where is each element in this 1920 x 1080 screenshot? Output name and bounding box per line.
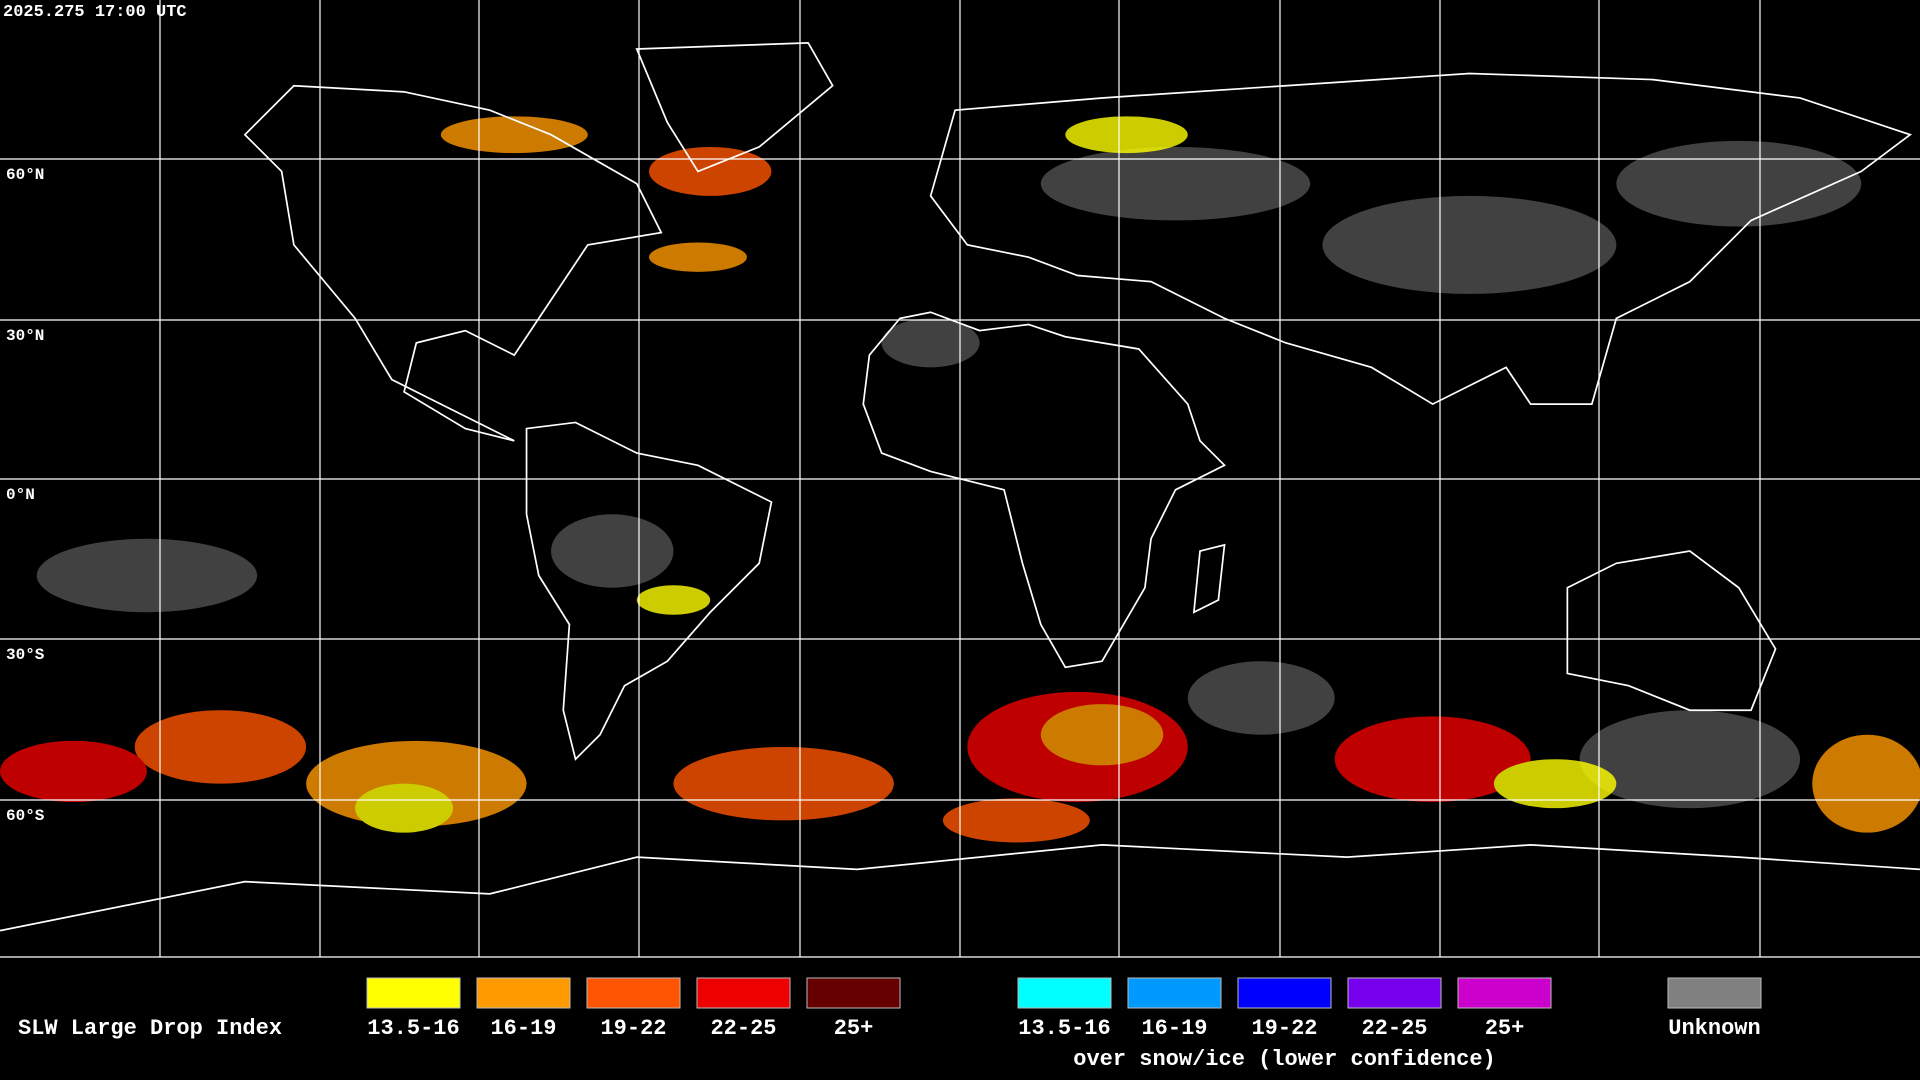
- latitude-labels: 60°N 30°N 0°N 30°S 60°S: [6, 166, 45, 825]
- legend-title: SLW Large Drop Index: [18, 1016, 282, 1041]
- legend-label: 25+: [1485, 1016, 1525, 1041]
- latitude-label: 30°N: [6, 327, 44, 345]
- latitude-label: 0°N: [6, 486, 35, 504]
- legend-swatch: [806, 977, 901, 1009]
- legend-label: 25+: [834, 1016, 874, 1041]
- legend-swatch: [586, 977, 681, 1009]
- legend-label: 19-22: [1251, 1016, 1317, 1041]
- legend: 13.5-16 16-19 19-22 22-25 25+ 13.5-16 16-19 19-…: [366, 977, 1762, 1072]
- latitude-label: 30°S: [6, 646, 45, 664]
- legend-caption: over snow/ice (lower confidence): [1073, 1047, 1495, 1072]
- latitude-label: 60°S: [6, 807, 45, 825]
- legend-label: 22-25: [710, 1016, 776, 1041]
- legend-swatch: [1667, 977, 1762, 1009]
- legend-label: 13.5-16: [1018, 1016, 1110, 1041]
- legend-swatch: [1237, 977, 1332, 1009]
- legend-swatch: [366, 977, 461, 1009]
- legend-label: 16-19: [490, 1016, 556, 1041]
- legend-swatch: [1457, 977, 1552, 1009]
- latitude-label: 60°N: [6, 166, 44, 184]
- legend-label: 16-19: [1141, 1016, 1207, 1041]
- legend-label: Unknown: [1668, 1016, 1760, 1041]
- legend-swatch: [1347, 977, 1442, 1009]
- cloud-field: [0, 116, 1920, 843]
- legend-swatch: [476, 977, 571, 1009]
- legend-swatch: [1017, 977, 1112, 1009]
- legend-label: 19-22: [600, 1016, 666, 1041]
- coastlines: [0, 41, 1920, 932]
- legend-swatch: [696, 977, 791, 1009]
- graticule: [0, 0, 1920, 958]
- legend-swatch: [1127, 977, 1222, 1009]
- legend-label: 22-25: [1361, 1016, 1427, 1041]
- legend-label: 13.5-16: [367, 1016, 459, 1041]
- timestamp: 2025.275 17:00 UTC: [3, 3, 187, 22]
